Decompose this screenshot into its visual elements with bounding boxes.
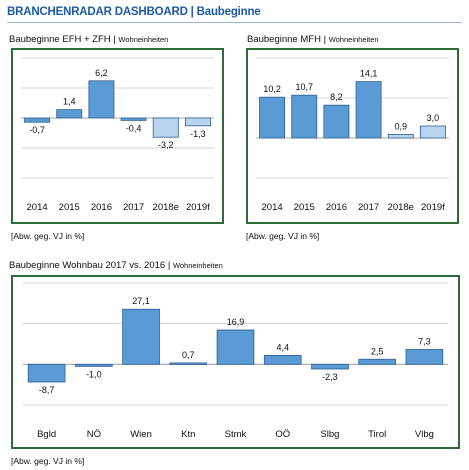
bar xyxy=(259,96,286,139)
chart-3-subtitle: Wohneinheiten xyxy=(172,261,223,270)
chart-2-frame: 10,2 2014 10,7 2015 8,2 2016 14,1 2017 0,9 2018e 3… xyxy=(246,48,459,224)
category-label: 2014 xyxy=(262,202,283,213)
data-label: 0,9 xyxy=(394,121,407,131)
bar xyxy=(169,362,208,365)
category-label: 2017 xyxy=(123,202,144,213)
data-label: -1,3 xyxy=(190,129,206,139)
data-label: 10,7 xyxy=(295,82,313,92)
data-label: -2,3 xyxy=(322,372,338,382)
chart-1-title: Baubeginne EFH + ZFH xyxy=(9,34,111,45)
bar xyxy=(27,363,66,383)
bar xyxy=(75,363,113,367)
bar xyxy=(358,358,396,365)
bar xyxy=(355,81,382,139)
chart-2-title-row: Baubeginne MFH | Wohneinheiten xyxy=(247,34,379,45)
data-label: 14,1 xyxy=(360,69,378,79)
data-label: 16,9 xyxy=(227,317,245,327)
chart-1-title-row: Baubeginne EFH + ZFH | Wohneinheiten xyxy=(9,34,169,45)
chart-2-note: [Abw. geg. VJ in %] xyxy=(246,231,320,241)
bar xyxy=(184,117,211,127)
chart-2-plot: 10,2 2014 10,7 2015 8,2 2016 14,1 2017 0,9 2018e 3… xyxy=(256,57,449,213)
chart-3-note: [Abw. geg. VJ in %] xyxy=(11,456,85,466)
category-label: 2014 xyxy=(27,202,48,213)
category-label: OÖ xyxy=(275,429,290,440)
category-label: Bgld xyxy=(37,429,56,440)
bar xyxy=(387,134,414,139)
category-label: 2015 xyxy=(59,202,80,213)
dashboard-header: BRANCHENRADAR DASHBOARD | Baubeginne xyxy=(7,6,261,18)
data-label: 8,2 xyxy=(330,92,343,102)
bar xyxy=(24,117,51,123)
category-label: 2019f xyxy=(421,202,445,213)
bar xyxy=(263,354,302,365)
category-label: 2016 xyxy=(91,202,112,213)
chart-1-note: [Abw. geg. VJ in %] xyxy=(11,231,85,241)
bar xyxy=(88,80,115,119)
category-label: 2018e xyxy=(153,202,179,213)
data-label: 7,3 xyxy=(418,336,431,346)
data-label: 0,7 xyxy=(182,350,195,360)
chart-3-plot: -8,7 Bgld -1,0 NÖ 27,1 Wien 0,7 Ktn 16,9 Stmk 4,4 O… xyxy=(23,282,448,440)
category-label: 2016 xyxy=(326,202,347,213)
data-label: -8,7 xyxy=(39,385,55,395)
data-label: -0,4 xyxy=(126,123,142,133)
bar xyxy=(291,94,318,139)
category-label: Slbg xyxy=(320,429,339,440)
bar xyxy=(120,117,147,121)
chart-2-title: Baubeginne MFH xyxy=(247,34,321,45)
category-label: 2019f xyxy=(186,202,210,213)
bar xyxy=(152,117,179,138)
data-label: 3,0 xyxy=(427,113,440,123)
chart-2-subtitle: Wohneinheiten xyxy=(328,35,379,44)
bar xyxy=(311,363,349,370)
category-label: Tirol xyxy=(368,429,386,440)
chart-1-subtitle: Wohneinheiten xyxy=(118,35,169,44)
data-label: 6,2 xyxy=(95,68,108,78)
bar xyxy=(122,308,160,365)
data-label: 27,1 xyxy=(132,296,150,306)
data-label: 4,4 xyxy=(276,342,289,352)
category-label: Stmk xyxy=(225,429,247,440)
data-label: 2,5 xyxy=(371,346,384,356)
header-divider xyxy=(7,22,462,23)
chart-1-frame: -0,7 2014 1,4 2015 6,2 2016 -0,4 2017 -3,2 2018e -… xyxy=(11,48,224,224)
data-label: -0,7 xyxy=(29,125,45,135)
bar xyxy=(216,329,255,365)
category-label: 2018e xyxy=(388,202,414,213)
data-label: 1,4 xyxy=(63,97,76,107)
category-label: 2017 xyxy=(358,202,379,213)
chart-3-title-row: Baubeginne Wohnbau 2017 vs. 2016 | Wohne… xyxy=(9,260,223,271)
bar xyxy=(405,349,444,365)
data-label: -3,2 xyxy=(158,140,174,150)
bar xyxy=(323,104,350,139)
data-label: -1,0 xyxy=(86,369,102,379)
category-label: NÖ xyxy=(87,429,101,440)
chart-1-plot: -0,7 2014 1,4 2015 6,2 2016 -0,4 2017 -3,2 2018e -… xyxy=(21,57,214,213)
category-label: Ktn xyxy=(181,429,195,440)
category-label: Vlbg xyxy=(415,429,434,440)
chart-3-frame: -8,7 Bgld -1,0 NÖ 27,1 Wien 0,7 Ktn 16,9 Stmk 4,4 O… xyxy=(11,275,460,449)
category-label: 2015 xyxy=(294,202,315,213)
data-label: 10,2 xyxy=(263,84,281,94)
bar xyxy=(419,125,446,139)
chart-3-title: Baubeginne Wohnbau 2017 vs. 2016 xyxy=(9,260,166,271)
category-label: Wien xyxy=(130,429,152,440)
bar xyxy=(56,109,83,119)
